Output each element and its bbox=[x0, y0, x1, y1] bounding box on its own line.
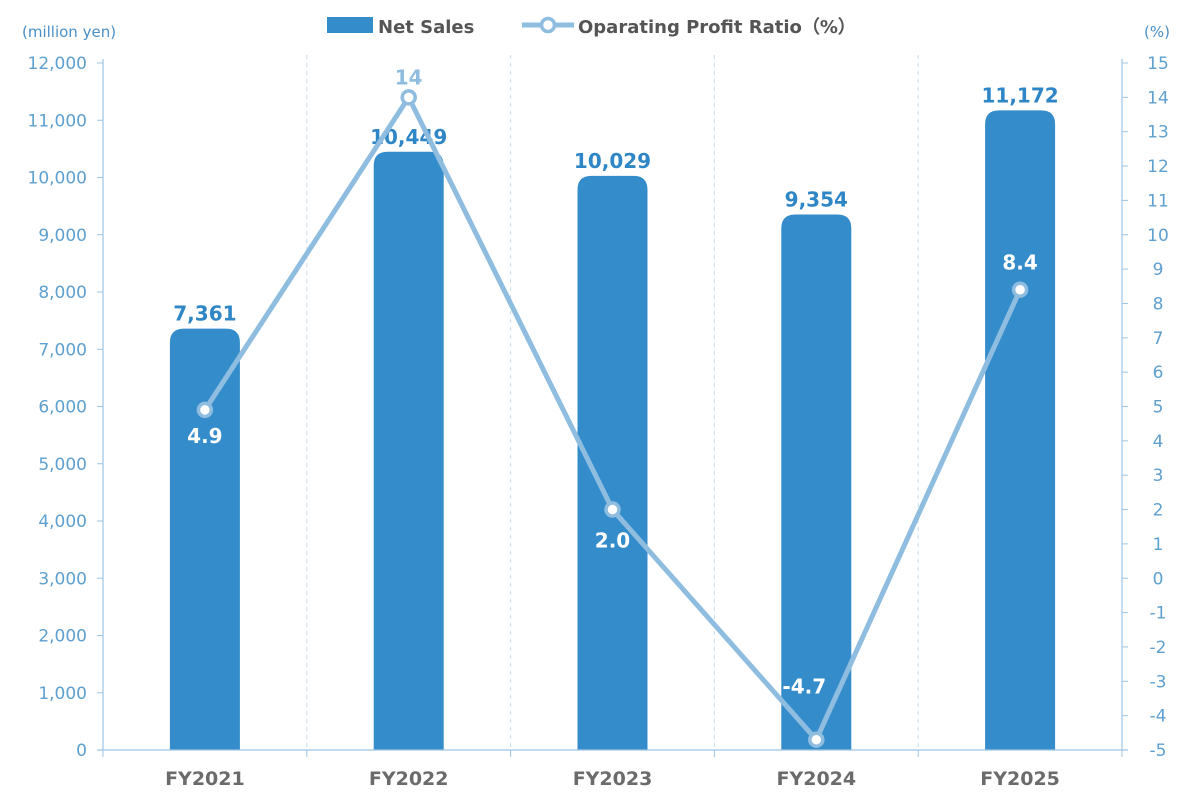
bar bbox=[781, 214, 852, 750]
line-value-label: 8.4 bbox=[1002, 251, 1037, 275]
bar-value-label: 7,361 bbox=[173, 302, 236, 326]
bar-value-label: 9,354 bbox=[785, 187, 848, 211]
right-tick-label: 5 bbox=[1153, 398, 1164, 418]
bar bbox=[577, 175, 648, 751]
line-point bbox=[196, 401, 214, 419]
left-tick-label: 9,000 bbox=[38, 226, 87, 246]
left-tick-label: 8,000 bbox=[38, 283, 87, 303]
vertical-gridlines bbox=[306, 55, 919, 750]
line-value-label: 4.9 bbox=[187, 424, 222, 448]
right-tick-label: 11 bbox=[1147, 191, 1169, 211]
right-tick-label: -4 bbox=[1150, 707, 1167, 727]
left-tick-label: 11,000 bbox=[28, 111, 87, 131]
right-tick-label: 9 bbox=[1153, 260, 1164, 280]
legend-bar-swatch bbox=[327, 17, 373, 33]
right-tick-label: 10 bbox=[1147, 226, 1169, 246]
right-tick-label: 8 bbox=[1153, 294, 1164, 314]
line-value-label: -4.7 bbox=[782, 675, 826, 699]
left-tick-label: 6,000 bbox=[38, 398, 87, 418]
right-tick-label: 3 bbox=[1153, 466, 1164, 486]
bar bbox=[985, 110, 1056, 750]
axes: 0 1,000 2,000 3,000 4,000 5,000 6,000 7,000 8,00… bbox=[28, 54, 1169, 790]
x-category-label: FY2021 bbox=[165, 768, 245, 790]
x-category-label: FY2022 bbox=[369, 768, 449, 790]
legend-line-marker bbox=[539, 16, 557, 34]
left-tick-label: 0 bbox=[76, 741, 87, 761]
right-axis-unit-label: (%) bbox=[1144, 23, 1170, 41]
left-tick-label: 5,000 bbox=[38, 455, 87, 475]
legend-net-sales-label: Net Sales bbox=[378, 17, 474, 38]
line-series-operating-profit-ratio: 4.9 14 2.0 -4.7 8.4 bbox=[187, 65, 1038, 748]
right-tick-label: 13 bbox=[1147, 123, 1169, 143]
line-point bbox=[604, 501, 621, 518]
left-tick-label: 12,000 bbox=[28, 54, 87, 74]
line-value-label: 2.0 bbox=[595, 529, 630, 553]
bar-value-label: 11,172 bbox=[982, 83, 1059, 107]
bar bbox=[169, 328, 240, 750]
right-tick-label: 6 bbox=[1153, 363, 1164, 383]
right-tick-label: 1 bbox=[1153, 535, 1164, 555]
left-tick-label: 4,000 bbox=[38, 512, 87, 532]
legend: Net Sales Oparating Profit Ratio（%） bbox=[327, 16, 856, 38]
x-category-label: FY2024 bbox=[776, 768, 856, 790]
right-tick-label: 7 bbox=[1153, 329, 1164, 349]
left-tick-label: 3,000 bbox=[38, 569, 87, 589]
right-tick-label: 4 bbox=[1153, 432, 1164, 452]
right-tick-label: 12 bbox=[1147, 157, 1169, 177]
line-point bbox=[808, 731, 825, 748]
right-tick-label: 15 bbox=[1147, 54, 1169, 74]
right-tick-label: 0 bbox=[1153, 569, 1164, 589]
legend-operating-profit-ratio-label: Oparating Profit Ratio（%） bbox=[578, 17, 856, 38]
left-tick-label: 10,000 bbox=[28, 169, 87, 189]
x-category-label: FY2023 bbox=[573, 768, 653, 790]
line-point bbox=[1011, 281, 1029, 298]
right-tick-label: -3 bbox=[1150, 672, 1167, 692]
right-tick-label: -5 bbox=[1150, 741, 1167, 761]
right-tick-label: 14 bbox=[1147, 88, 1169, 108]
left-axis-unit-label: (million yen) bbox=[22, 23, 116, 41]
right-tick-label: -1 bbox=[1150, 604, 1167, 624]
bar bbox=[373, 151, 444, 751]
left-tick-label: 2,000 bbox=[38, 627, 87, 647]
right-tick-label: 2 bbox=[1153, 501, 1164, 521]
line-value-label: 14 bbox=[395, 65, 423, 89]
line-point bbox=[400, 89, 417, 106]
left-tick-label: 1,000 bbox=[38, 684, 87, 704]
bar-value-label: 10,029 bbox=[574, 149, 651, 173]
right-tick-label: -2 bbox=[1150, 638, 1167, 658]
left-tick-label: 7,000 bbox=[38, 340, 87, 360]
x-category-label: FY2025 bbox=[980, 768, 1060, 790]
